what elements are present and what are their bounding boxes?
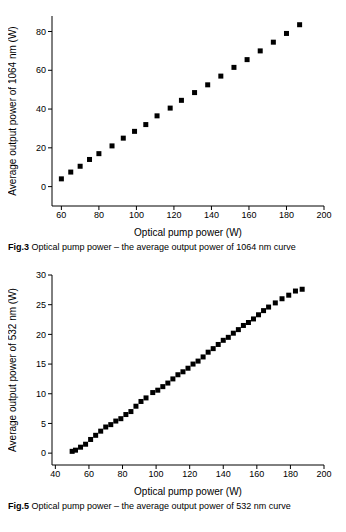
svg-text:25: 25 (36, 300, 46, 310)
svg-text:20: 20 (36, 330, 46, 340)
svg-text:160: 160 (241, 210, 256, 220)
svg-text:60: 60 (56, 210, 66, 220)
svg-text:180: 180 (283, 469, 298, 479)
svg-text:120: 120 (182, 469, 197, 479)
svg-text:20: 20 (36, 143, 46, 153)
svg-text:5: 5 (41, 419, 46, 429)
svg-text:160: 160 (249, 469, 264, 479)
svg-text:180: 180 (279, 210, 294, 220)
svg-text:200: 200 (316, 469, 331, 479)
svg-text:140: 140 (204, 210, 219, 220)
svg-text:40: 40 (36, 104, 46, 114)
svg-text:Optical pump power (W): Optical pump power (W) (134, 486, 242, 497)
svg-text:15: 15 (36, 359, 46, 369)
html-text:Fig.3 Optical pump power – the: Fig.3 Optical pump power – the average o… (8, 242, 296, 252)
svg-text:Average output power of 532 nm: Average output power of 532 nm (W) (8, 288, 18, 452)
svg-text:30: 30 (36, 270, 46, 280)
svg-text:80: 80 (94, 210, 104, 220)
svg-text:200: 200 (316, 210, 331, 220)
svg-text:60: 60 (84, 469, 94, 479)
svg-text:0: 0 (41, 182, 46, 192)
svg-text:140: 140 (216, 469, 231, 479)
svg-text:10: 10 (36, 389, 46, 399)
svg-text:60: 60 (36, 65, 46, 75)
svg-text:120: 120 (166, 210, 181, 220)
svg-text:80: 80 (118, 469, 128, 479)
svg-text:Average output power of 1064 n: Average output power of 1064 nm (W) (8, 26, 18, 195)
svg-text:40: 40 (50, 469, 60, 479)
svg-text:80: 80 (36, 27, 46, 37)
html-text:Fig.5 Optical pump power – the: Fig.5 Optical pump power – the average o… (8, 501, 291, 511)
svg-text:0: 0 (41, 448, 46, 458)
svg-text:100: 100 (129, 210, 144, 220)
svg-text:Optical pump power (W): Optical pump power (W) (134, 227, 242, 238)
svg-text:100: 100 (149, 469, 164, 479)
